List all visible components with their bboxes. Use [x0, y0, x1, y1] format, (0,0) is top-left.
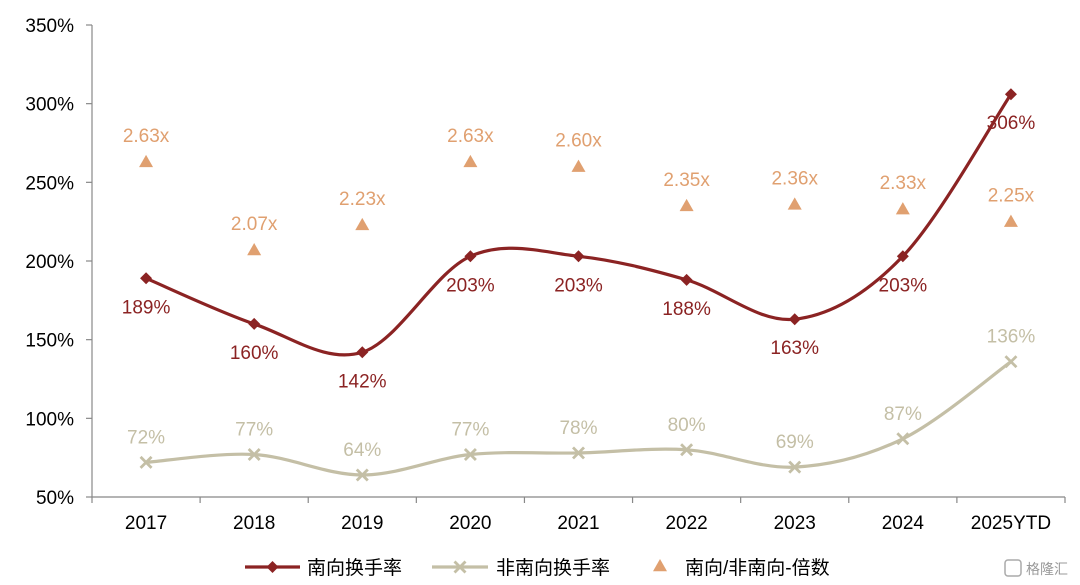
ratio-point [247, 242, 262, 256]
ratio-point [139, 154, 154, 168]
non-south-turnover-point [896, 432, 910, 446]
ratio-point [895, 202, 910, 215]
non-south-turnover-label: 77% [451, 420, 489, 441]
y-tick-label: 50% [36, 488, 74, 509]
watermark: 格隆汇 [1004, 559, 1068, 577]
ratio-label: 2.35x [663, 170, 710, 191]
legend-non-south: 非南向换手率 [432, 557, 610, 579]
south-turnover-label: 203% [554, 275, 603, 296]
ratio-point [679, 198, 694, 212]
non-south-turnover-point [1004, 355, 1018, 369]
non-south-turnover-label: 87% [884, 404, 922, 425]
non-south-turnover-point [463, 448, 477, 462]
south-turnover-label: 203% [446, 275, 495, 296]
non-south-turnover-label: 78% [559, 418, 597, 439]
non-south-turnover-point [355, 468, 369, 482]
x-tick-label: 2018 [233, 513, 275, 534]
ratio-point [787, 197, 802, 210]
legend-marker [266, 561, 279, 573]
y-tick-label: 300% [25, 95, 74, 116]
legend-south: 南向换手率 [245, 557, 402, 579]
plot-area [139, 88, 1018, 482]
y-tick-label: 250% [25, 173, 74, 194]
non-south-turnover-point [247, 448, 261, 462]
x-tick-label: 2022 [665, 513, 707, 534]
non-south-turnover-point [680, 443, 694, 457]
y-tick-label: 100% [25, 409, 74, 430]
south-turnover-point [248, 317, 261, 330]
watermark-text: 格隆汇 [1026, 561, 1068, 577]
x-tick-label: 2019 [341, 513, 383, 534]
ratio-point [1003, 214, 1018, 227]
x-tick-label: 2024 [882, 513, 925, 534]
south-turnover-label: 188% [662, 299, 711, 320]
watermark-logo-icon [1004, 559, 1022, 577]
non-south-turnover-label: 64% [343, 440, 381, 461]
ratio-label: 2.63x [123, 126, 170, 147]
south-turnover-label: 142% [338, 371, 387, 392]
south-turnover-label: 163% [770, 338, 819, 359]
south-turnover-point [680, 273, 693, 286]
ratio-point [571, 159, 586, 172]
south-turnover-label: 189% [122, 297, 171, 318]
ratio-point [355, 217, 370, 231]
x-tick-label: 2025YTD [971, 513, 1051, 534]
non-south-turnover-label: 69% [776, 432, 814, 453]
south-turnover-label: 203% [879, 275, 928, 296]
ratio-point [463, 154, 478, 168]
legend-ratio: 南向/非南向-倍数 [653, 557, 830, 579]
south-turnover-label: 306% [987, 113, 1036, 134]
non-south-turnover-label: 77% [235, 420, 273, 441]
non-south-turnover-label: 72% [127, 427, 165, 448]
ratio-label: 2.07x [231, 214, 278, 235]
legend-label: 南向换手率 [307, 557, 402, 579]
x-tick-label: 2020 [449, 513, 491, 534]
ratio-label: 2.23x [339, 189, 386, 210]
data-labels: 189% 160% 142% 203% 203% 188% 163% 203% 306% 72% 7… [122, 113, 1036, 461]
ratio-label: 2.63x [447, 126, 494, 147]
south-turnover-point [1004, 88, 1017, 101]
legend-marker [653, 559, 667, 572]
south-turnover-point [896, 250, 909, 263]
non-south-turnover-point [139, 455, 153, 469]
axes [86, 24, 1066, 503]
non-south-turnover-label: 80% [668, 415, 706, 436]
legend-label: 南向/非南向-倍数 [685, 557, 830, 579]
ratio-label: 2.36x [771, 168, 818, 189]
legend-marker [453, 560, 467, 574]
tick-labels: 50% 100% 150% 200% 250% 300% 350% 2017 2018 2019 2… [25, 16, 1051, 534]
non-south-turnover-point [788, 460, 802, 474]
x-tick-label: 2023 [774, 513, 816, 534]
south-turnover-point [788, 313, 801, 326]
legend: 南向换手率 非南向换手率 南向/非南向-倍数 [245, 557, 830, 579]
x-tick-label: 2017 [125, 513, 167, 534]
ratio-label: 2.33x [880, 173, 927, 194]
south-turnover-point [356, 346, 369, 359]
ratio-label: 2.60x [555, 131, 602, 152]
y-tick-label: 200% [25, 252, 74, 273]
x-tick-label: 2021 [557, 513, 599, 534]
non-south-turnover-label: 136% [987, 327, 1036, 348]
south-turnover-point [572, 250, 585, 263]
south-turnover-label: 160% [230, 343, 279, 364]
ratio-label: 2.25x [988, 186, 1035, 207]
legend-label: 非南向换手率 [496, 557, 610, 579]
non-south-turnover-point [572, 446, 585, 460]
south-turnover-point [140, 272, 153, 285]
south-turnover-point [464, 250, 477, 263]
y-tick-label: 350% [25, 16, 74, 37]
y-tick-label: 150% [25, 331, 74, 352]
